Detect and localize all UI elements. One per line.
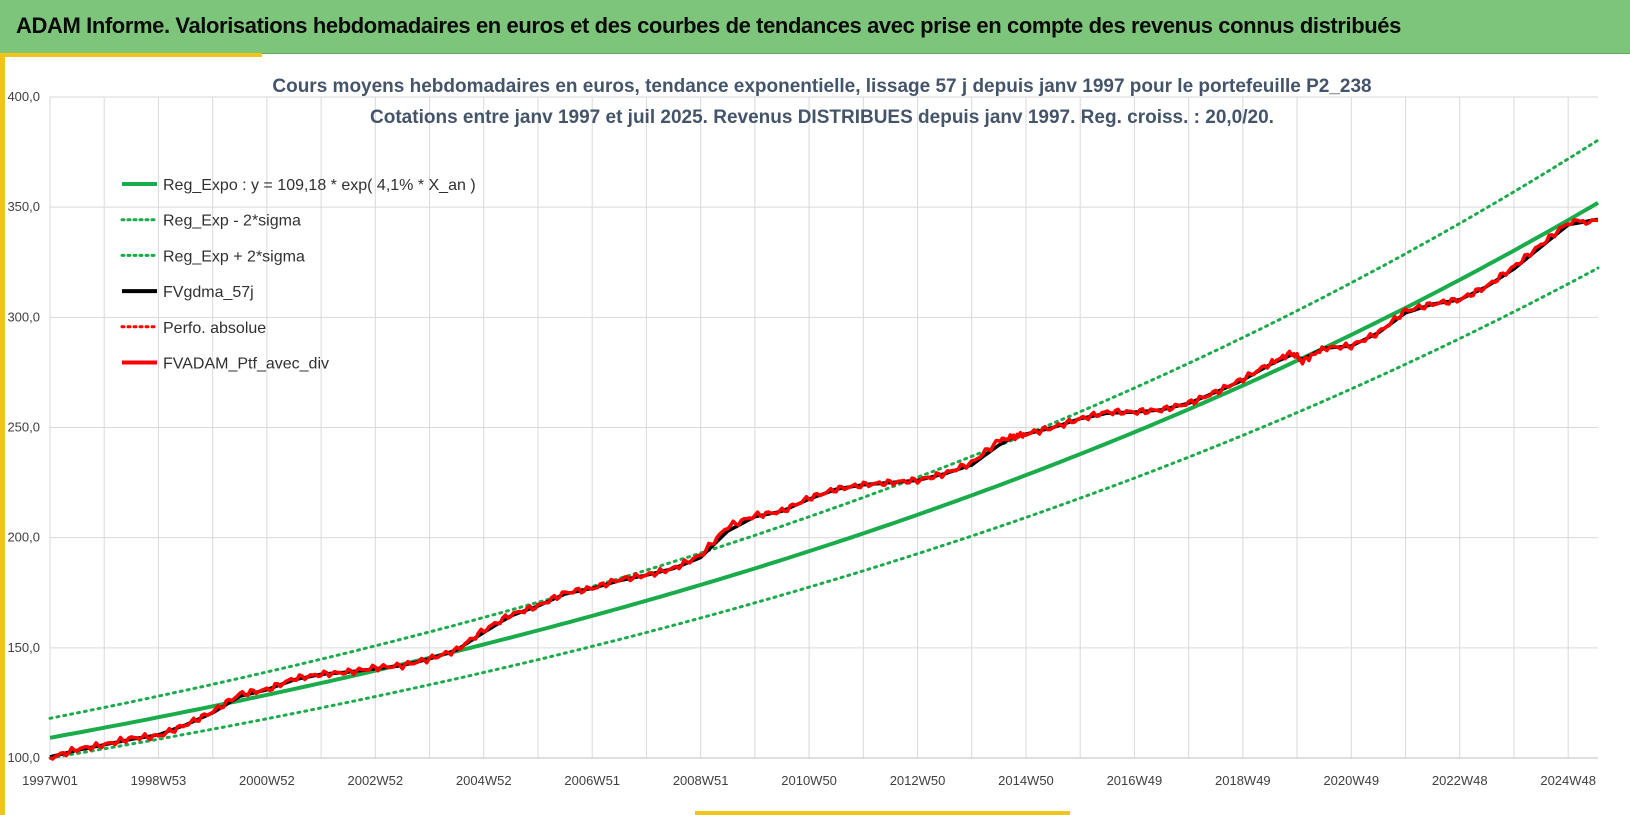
x-tick-label: 2016W49: [1107, 773, 1163, 788]
chart-series: [48, 138, 1600, 761]
y-tick-label: 100,0: [7, 750, 40, 765]
x-tick-label: 2000W52: [239, 773, 295, 788]
y-tick-label: 150,0: [7, 640, 40, 655]
header-bar: ADAM Informe. Valorisations hebdomadaire…: [0, 0, 1630, 54]
legend-label: Reg_Exp + 2*sigma: [163, 248, 305, 265]
chart-grid: [49, 96, 1598, 759]
x-tick-label: 2008W51: [673, 773, 729, 788]
x-tick-label: 2022W48: [1432, 773, 1488, 788]
page-title: ADAM Informe. Valorisations hebdomadaire…: [16, 13, 1401, 38]
x-tick-label: 2018W49: [1215, 773, 1271, 788]
x-tick-label: 2002W52: [347, 773, 403, 788]
y-tick-label: 300,0: [7, 309, 40, 324]
x-tick-label: 2004W52: [456, 773, 512, 788]
series-fvgdma-57j-line: [49, 217, 1599, 759]
accent-bar-left: [0, 53, 5, 815]
x-tick-label: 1998W53: [131, 773, 187, 788]
y-tick-label: 250,0: [7, 420, 40, 435]
x-tick-label: 2024W48: [1540, 773, 1596, 788]
series-fvadam-ptf-avec-div-line: [49, 218, 1598, 761]
reg-exp-minus-2sigma-line: [48, 266, 1600, 760]
legend-label: FVADAM_Ptf_avec_div: [163, 356, 329, 373]
x-tick-label: 2014W50: [998, 773, 1054, 788]
y-axis: 100,0 150,0 200,0 250,0 300,0 350,0 400,0: [7, 89, 40, 765]
y-tick-label: 350,0: [7, 199, 40, 214]
x-tick-label: 2006W51: [564, 773, 620, 788]
y-tick-label: 400,0: [7, 89, 40, 104]
reg-exp-plus-2sigma-line: [48, 138, 1600, 720]
chart-subtitle: Cotations entre janv 1997 et juil 2025. …: [370, 107, 1274, 128]
legend-label: FVgdma_57j: [163, 284, 254, 301]
y-tick-label: 200,0: [7, 530, 40, 545]
legend-label: Perfo. absolue: [163, 320, 266, 337]
accent-bar-top: [0, 53, 262, 57]
x-tick-label: 2020W49: [1323, 773, 1379, 788]
reg-expo-line: [49, 201, 1600, 740]
chart-title: Cours moyens hebdomadaires en euros, ten…: [272, 76, 1371, 97]
x-tick-label: 2012W50: [890, 773, 946, 788]
x-tick-label: 2010W50: [781, 773, 837, 788]
legend-label: Reg_Exp - 2*sigma: [163, 213, 301, 230]
x-axis: 1997W01 1998W53 2000W52 2002W52 2004W52 2006W…: [22, 757, 1598, 788]
x-tick-label: 1997W01: [22, 773, 78, 788]
chart-legend: Reg_Expo : y = 109,18 * exp( 4,1% * X_an…: [120, 177, 476, 373]
legend-label: Reg_Expo : y = 109,18 * exp( 4,1% * X_an…: [163, 177, 476, 194]
accent-bar-bottom: [695, 811, 1070, 815]
